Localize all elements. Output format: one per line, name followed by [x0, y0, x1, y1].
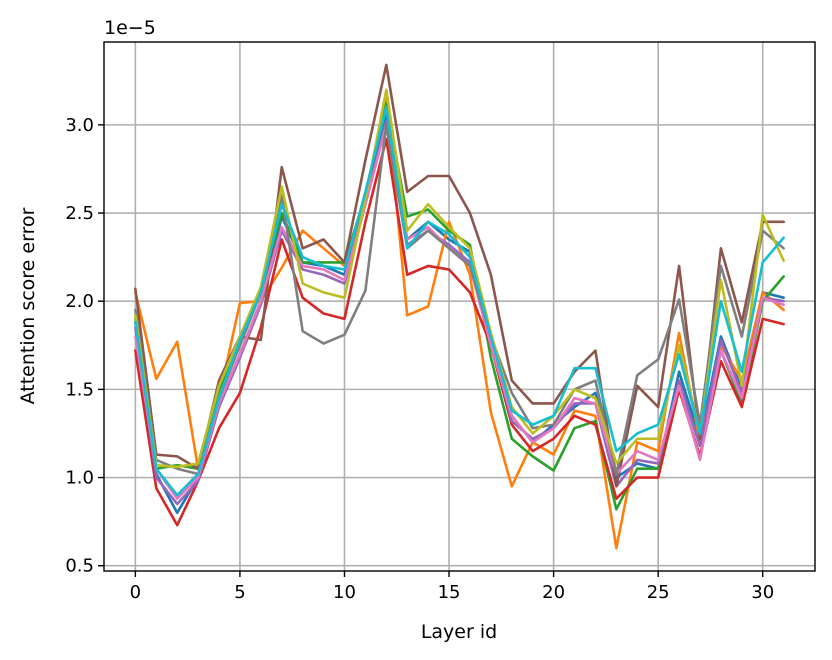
series-line-2 — [134, 97, 785, 550]
y-tick-label: 2.0 — [65, 291, 94, 312]
y-axis-label: Attention score error — [17, 207, 39, 404]
y-offset-label: 1e−5 — [104, 17, 156, 39]
x-tick-label: 15 — [438, 582, 461, 603]
x-tick-label: 25 — [647, 582, 670, 603]
series-line-7 — [134, 123, 785, 500]
x-tick-label: 0 — [130, 582, 141, 603]
grid — [104, 42, 815, 571]
series-line-10 — [134, 105, 785, 497]
x-tick-label: 20 — [542, 582, 565, 603]
series-line-8 — [134, 123, 785, 476]
x-tick-label: 10 — [333, 582, 356, 603]
y-tick-label: 1.5 — [65, 379, 94, 400]
series-line-5 — [134, 120, 785, 506]
y-tick-label: 3.0 — [65, 115, 94, 136]
y-tick-label: 1.0 — [65, 468, 94, 489]
y-tick-label: 2.5 — [65, 203, 94, 224]
series-line-4 — [134, 137, 785, 527]
plot-frame — [103, 41, 816, 572]
x-tick-label: 5 — [234, 582, 245, 603]
series-line-6 — [134, 63, 785, 488]
series-line-3 — [134, 102, 785, 511]
x-axis-label: Layer id — [421, 621, 497, 643]
axis-ticks: 0 5 10 15 20 25 30 0.5 1.0 1.5 2.0 2.5 3.0 — [65, 115, 774, 603]
y-tick-label: 0.5 — [65, 556, 94, 577]
series-line-9 — [134, 88, 785, 469]
x-tick-label: 30 — [751, 582, 774, 603]
series-lines — [134, 63, 785, 550]
series-line-1 — [134, 114, 785, 515]
